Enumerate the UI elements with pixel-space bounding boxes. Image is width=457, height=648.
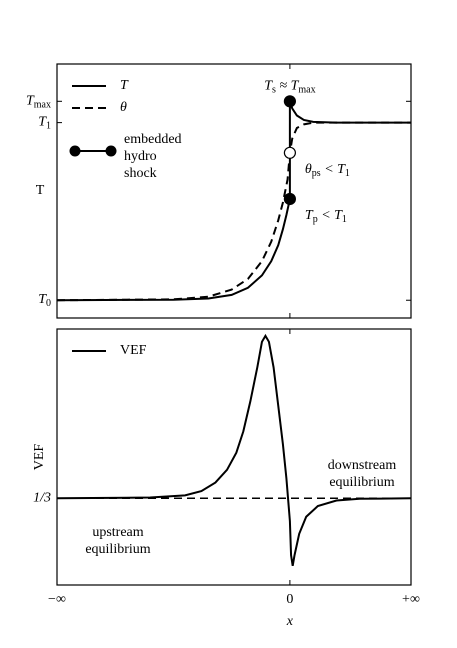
legend-marker	[105, 145, 117, 157]
tick-text: T	[38, 292, 47, 307]
marker-label: Tp < T1	[305, 208, 347, 225]
label-sub: 1	[345, 168, 350, 179]
label-sub: s	[272, 85, 276, 96]
tick-text: 1/3	[33, 490, 51, 505]
legend-label: hydro	[124, 149, 157, 164]
annotation: equilibrium	[85, 542, 150, 557]
legend-label: VEF	[120, 343, 147, 358]
label-text: θ	[305, 162, 312, 177]
legend-label: θ	[120, 100, 127, 115]
tick-sub: 1	[46, 121, 51, 132]
legend-label: shock	[124, 166, 157, 181]
annotation: upstream	[92, 525, 143, 540]
legend-label: T	[120, 78, 129, 93]
y-axis-label: T	[36, 183, 45, 198]
series-line	[56, 333, 412, 566]
shock-marker	[283, 95, 296, 108]
label-text: ≈ T	[276, 79, 300, 94]
legend-label: embedded	[124, 132, 182, 147]
annotation: equilibrium	[329, 475, 394, 490]
marker-label: θps < T1	[305, 162, 350, 179]
tick-sub: 0	[46, 299, 51, 310]
plot-frame	[56, 328, 412, 586]
y-tick-label: Tmax	[26, 94, 51, 111]
series-line	[56, 100, 411, 302]
y-tick-label: T1	[38, 115, 51, 132]
label-text: T	[264, 79, 273, 94]
label-sub: max	[298, 85, 315, 96]
label-text: T	[305, 208, 314, 223]
shock-marker	[283, 192, 296, 206]
label-sub: 1	[342, 214, 347, 225]
x-tick-label: +∞	[402, 592, 420, 607]
x-tick-label: 0	[286, 592, 293, 607]
tick-text: T	[38, 115, 47, 130]
plot-frame	[56, 63, 412, 319]
annotation: downstream	[328, 458, 397, 473]
shock-marker	[283, 146, 296, 159]
y-tick-label: 1/3	[33, 490, 51, 505]
tick-text: T	[26, 94, 35, 109]
x-tick-label: −∞	[48, 592, 66, 607]
legend-marker	[69, 145, 81, 157]
label-sub: ps	[312, 168, 321, 179]
y-axis-label: VEF	[32, 444, 47, 471]
x-axis-label: x	[286, 614, 294, 629]
y-tick-label: T0	[38, 292, 51, 309]
label-sub: p	[313, 214, 318, 225]
series-line	[56, 121, 411, 302]
label-text: < T	[318, 208, 343, 223]
tick-sub: max	[34, 100, 51, 111]
label-text: < T	[321, 162, 346, 177]
marker-label: Ts ≈ Tmax	[264, 79, 315, 96]
